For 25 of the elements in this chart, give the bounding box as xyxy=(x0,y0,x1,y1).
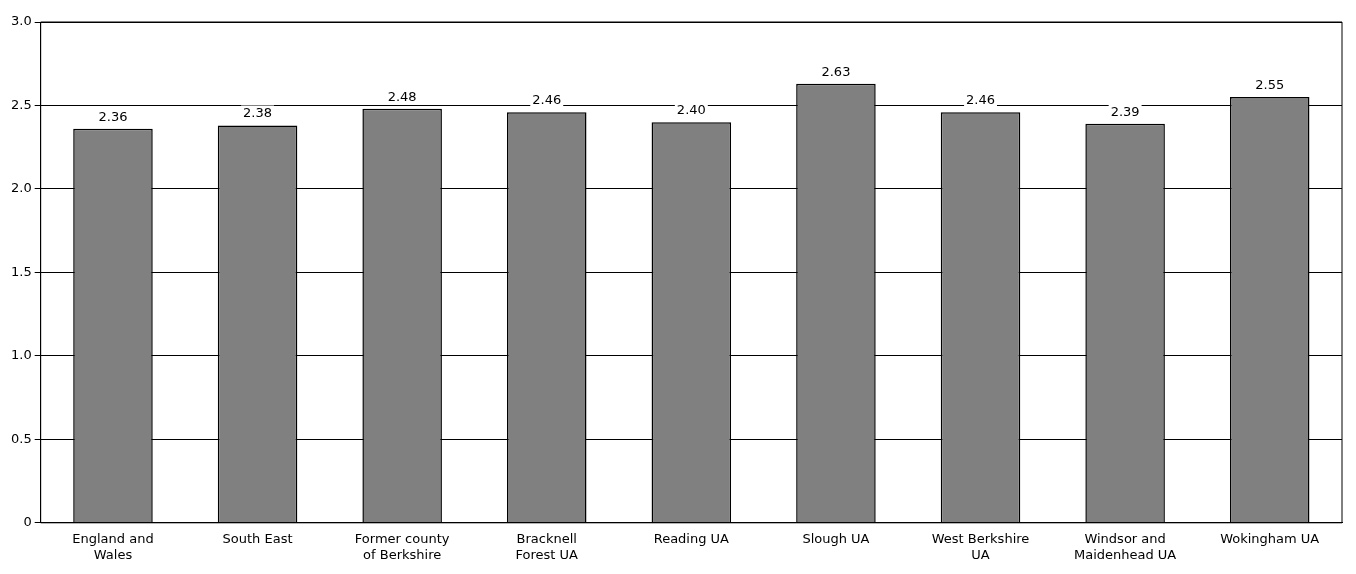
x-tick-label: Wokingham UA xyxy=(1220,530,1320,546)
x-tick-label: Bracknell Forest UA xyxy=(515,530,579,562)
y-tick-label: 2.0 xyxy=(10,180,32,196)
data-label: 2.63 xyxy=(821,63,851,79)
x-tick-label: West Berkshire UA xyxy=(931,530,1030,562)
data-label: 2.48 xyxy=(387,88,417,104)
data-label: 2.36 xyxy=(98,108,128,124)
y-tick-label: 2.5 xyxy=(10,96,32,112)
y-tick-label: 0.5 xyxy=(10,430,32,446)
x-tick-label: South East xyxy=(222,530,293,546)
data-label: 2.40 xyxy=(676,102,706,118)
y-tick-label: 1.5 xyxy=(10,263,32,279)
y-tick-label: 1.0 xyxy=(10,347,32,363)
data-label: 2.39 xyxy=(1110,103,1140,119)
data-label: 2.46 xyxy=(966,92,995,108)
y-tick-label: 3.0 xyxy=(10,13,32,29)
data-label: 2.38 xyxy=(243,105,273,121)
y-tick-label: 0 xyxy=(23,514,32,530)
x-tick-label: Slough UA xyxy=(802,530,870,546)
data-label: 2.55 xyxy=(1255,77,1285,92)
data-label: 2.46 xyxy=(532,92,562,108)
x-tick-label: Windsor and Maidenhead UA xyxy=(1073,530,1177,562)
x-tick-label: England and Wales xyxy=(72,530,154,562)
x-tick-label: Former county of Berkshire xyxy=(354,530,450,562)
x-tick-label: Reading UA xyxy=(653,530,730,546)
